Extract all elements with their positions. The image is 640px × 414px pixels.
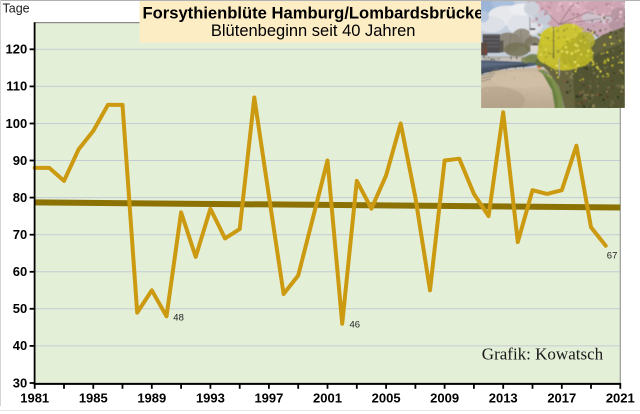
svg-text:1997: 1997: [254, 390, 283, 405]
svg-text:2001: 2001: [313, 390, 342, 405]
svg-text:Tage: Tage: [3, 2, 30, 16]
svg-text:Grafik: Kowatsch: Grafik: Kowatsch: [482, 345, 604, 364]
svg-text:1989: 1989: [137, 390, 166, 405]
svg-text:120: 120: [5, 42, 27, 57]
svg-text:90: 90: [13, 153, 27, 168]
svg-text:46: 46: [350, 320, 361, 331]
svg-text:100: 100: [5, 116, 27, 131]
svg-text:Forsythienblüte Hamburg/Lombar: Forsythienblüte Hamburg/Lombardsbrücke: [143, 5, 484, 23]
svg-text:30: 30: [13, 375, 27, 390]
svg-text:1985: 1985: [79, 390, 108, 405]
svg-text:2017: 2017: [547, 390, 576, 405]
svg-text:1993: 1993: [196, 390, 225, 405]
svg-text:1981: 1981: [20, 390, 49, 405]
svg-text:60: 60: [13, 264, 27, 279]
svg-text:67: 67: [607, 251, 618, 262]
svg-text:Blütenbeginn seit 40 Jahren: Blütenbeginn seit 40 Jahren: [211, 22, 416, 40]
svg-text:2021: 2021: [606, 390, 635, 405]
svg-text:48: 48: [173, 312, 184, 323]
svg-text:70: 70: [13, 227, 27, 242]
svg-text:110: 110: [6, 79, 27, 94]
svg-text:50: 50: [13, 301, 27, 316]
svg-text:80: 80: [13, 190, 27, 205]
svg-text:40: 40: [13, 338, 27, 353]
svg-text:2009: 2009: [430, 390, 459, 405]
svg-text:2005: 2005: [372, 390, 401, 405]
svg-text:2013: 2013: [489, 390, 518, 405]
